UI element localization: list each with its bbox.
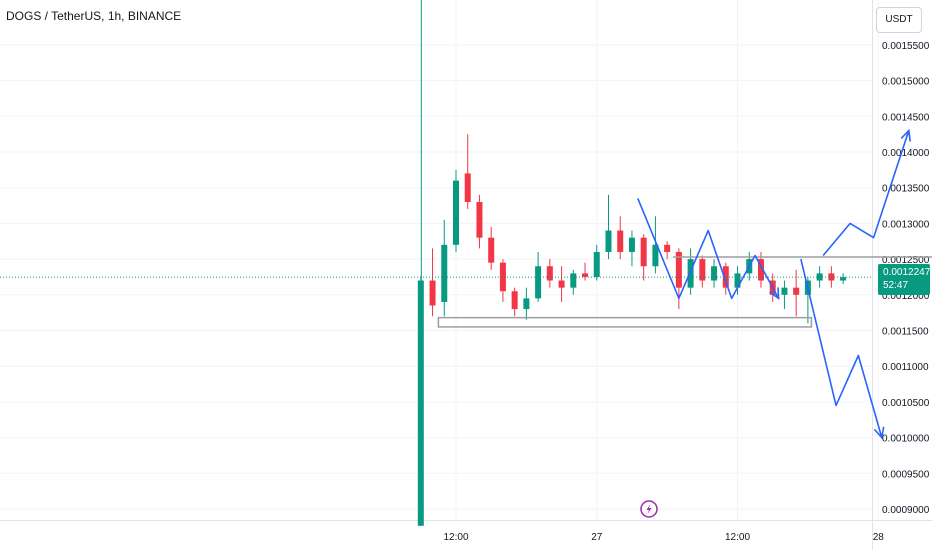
time-tick-label: 12:00 [725,532,750,543]
price-tick-label: 0.0013500 [882,184,930,195]
candle-body [546,266,553,281]
price-tick-label: 0.0015000 [882,77,930,88]
projection-path[interactable] [822,130,910,257]
candle-body [652,244,659,267]
candle-body [593,251,600,277]
chart-extras [0,276,872,518]
last-price-tag: 0.0012247 52:47 [878,264,930,295]
candle-body [417,280,424,526]
candle-body [453,180,459,245]
candle-body [499,262,506,292]
candle-body [840,277,847,281]
price-axis: 0.0009000 0.0009500 0.0010000 0.0010500 0.00… [882,41,930,516]
arrowhead [769,287,780,300]
candle-body [711,266,718,281]
candle-body [628,237,635,252]
candle-body [793,287,800,295]
candle-body [441,244,448,302]
countdown-timer: 52:47 [883,280,909,291]
candle-body [488,237,495,263]
candle-body [640,237,647,267]
candle-body [687,259,694,288]
price-tick-label: 0.0010000 [882,434,930,445]
time-tick-label: 27 [591,532,603,543]
candle-body [757,259,764,281]
candle-body [511,291,518,310]
arrowhead [873,426,885,440]
candle-body [734,273,741,288]
candle-body [570,273,577,288]
candle-body [582,273,589,277]
candle-body [722,266,729,288]
time-tick-label: 28 [873,532,885,543]
candle-body [781,287,788,295]
currency-button[interactable]: USDT [876,7,922,33]
price-tick-label: 0.0009500 [882,469,930,480]
pair-title[interactable]: DOGS / TetherUS, 1h, BINANCE [6,9,182,23]
candle-body [476,201,483,238]
support-zone[interactable] [437,316,813,328]
projection-path[interactable] [637,198,780,300]
price-tick-label: 0.0010500 [882,398,930,409]
arrowhead [900,128,912,142]
price-tick-label: 0.0011000 [882,362,929,373]
price-tick-label: 0.0012000 [882,291,930,302]
price-tick-label: 0.0015500 [882,41,930,52]
price-tick-label: 0.0014000 [882,148,930,159]
candle-body [464,173,471,202]
projection-path[interactable] [800,258,883,438]
candle-body [617,230,624,252]
candle-body [535,266,542,299]
last-price-value: 0.0012247 [883,267,931,278]
candle-body [699,259,706,281]
candle-body [523,298,530,310]
price-tick-label: 0.0014500 [882,112,930,123]
drawings[interactable] [437,128,932,440]
candle-body [605,230,612,252]
candle-body [675,251,682,288]
candle-body [558,280,565,288]
lightning-bolt-glyph [646,504,652,514]
time-tick-label: 12:00 [443,532,468,543]
price-tick-label: 0.0013000 [882,219,930,230]
candle-body [664,244,671,252]
price-tick-label: 0.0009000 [882,505,930,516]
price-tick-label: 0.0012500 [882,255,930,266]
price-tick-label: 0.0011500 [882,327,929,338]
candle-body [429,280,436,306]
